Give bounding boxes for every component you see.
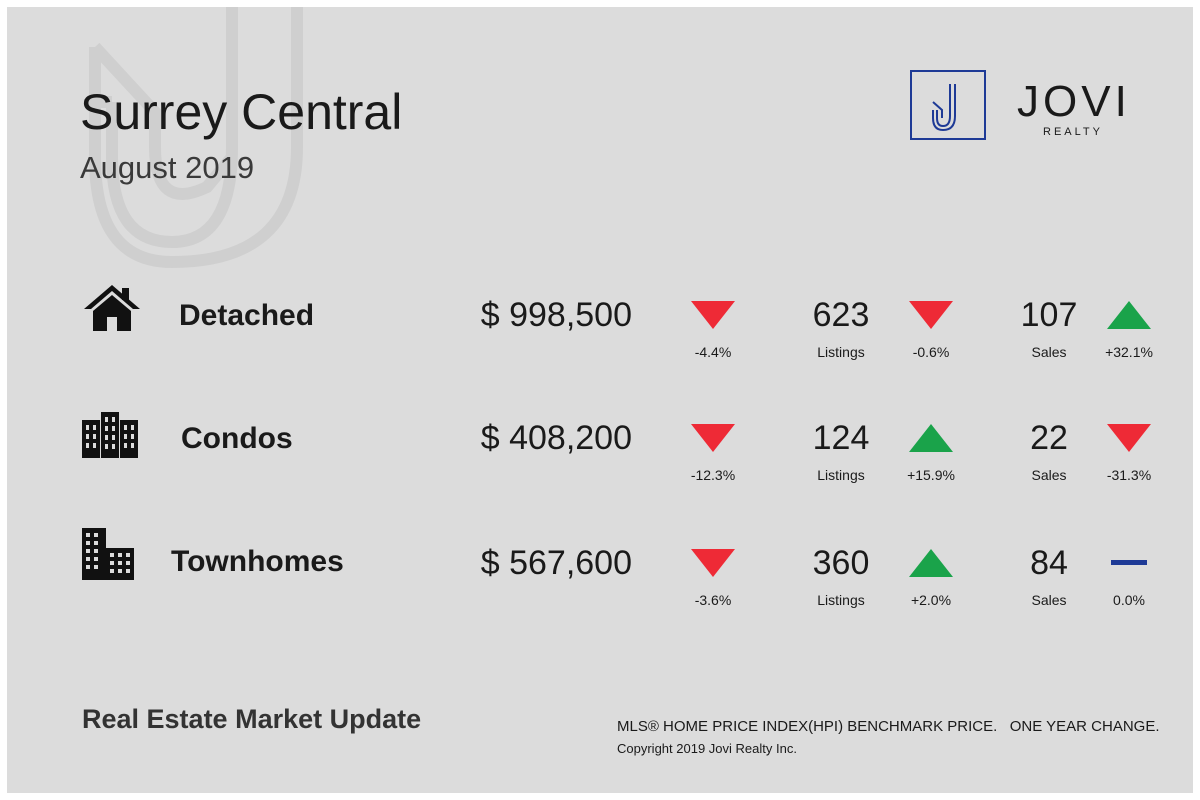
price-change-value: -12.3% — [690, 467, 736, 483]
watermark-j-icon — [89, 7, 303, 269]
price-change-value: -3.6% — [694, 592, 732, 608]
property-type-townhomes: Townhomes — [171, 545, 344, 578]
listings-label: Listings — [817, 592, 865, 608]
townhome-building-icon — [82, 528, 134, 580]
sales-count: 22 — [1030, 419, 1068, 457]
sales-count: 107 — [1020, 296, 1078, 334]
listings-change-value: -0.6% — [912, 344, 950, 360]
house-icon — [82, 283, 142, 333]
price-change-down-icon — [691, 301, 735, 329]
benchmark-price: $ 567,600 — [480, 544, 632, 582]
property-type-detached: Detached — [179, 299, 315, 332]
sales-change-value: +32.1% — [1105, 344, 1153, 360]
sales-change-value: -31.3% — [1106, 467, 1152, 483]
price-change-down-icon — [691, 549, 735, 577]
footer-title: Real Estate Market Update — [82, 704, 422, 734]
listings-count: 124 — [812, 419, 870, 457]
listings-change-up-icon — [909, 424, 953, 452]
sales-change-up-icon — [1107, 301, 1151, 329]
sales-label: Sales — [1031, 467, 1067, 483]
sales-label: Sales — [1031, 592, 1067, 608]
listings-count: 360 — [812, 544, 870, 582]
benchmark-price: $ 408,200 — [480, 419, 632, 457]
sales-change-flat-icon — [1111, 560, 1147, 565]
listings-change-up-icon — [909, 549, 953, 577]
sales-change-value: 0.0% — [1113, 592, 1145, 608]
benchmark-price: $ 998,500 — [480, 296, 632, 334]
logo-name: JOVI — [1017, 77, 1131, 126]
sales-change-down-icon — [1107, 424, 1151, 452]
logo-box — [910, 70, 986, 140]
sales-label: Sales — [1031, 344, 1067, 360]
property-type-condos: Condos — [181, 422, 293, 455]
page-subtitle: August 2019 — [80, 150, 255, 185]
listings-change-value: +2.0% — [910, 592, 952, 608]
listings-label: Listings — [817, 344, 865, 360]
footer-copyright: Copyright 2019 Jovi Realty Inc. — [617, 741, 797, 756]
market-update-card: Surrey Central August 2019 JOVI REALTY D… — [7, 7, 1193, 793]
listings-label: Listings — [817, 467, 865, 483]
logo-subtitle: REALTY — [1043, 126, 1103, 138]
listings-count: 623 — [812, 296, 870, 334]
sales-count: 84 — [1030, 544, 1068, 582]
price-change-down-icon — [691, 424, 735, 452]
condo-building-icon — [82, 412, 138, 458]
listings-change-value: +15.9% — [907, 467, 955, 483]
footer-note: MLS® HOME PRICE INDEX(HPI) BENCHMARK PRI… — [617, 718, 1160, 735]
logo-j-icon — [932, 84, 956, 132]
listings-change-down-icon — [909, 301, 953, 329]
page-title: Surrey Central — [80, 84, 403, 140]
price-change-value: -4.4% — [694, 344, 732, 360]
